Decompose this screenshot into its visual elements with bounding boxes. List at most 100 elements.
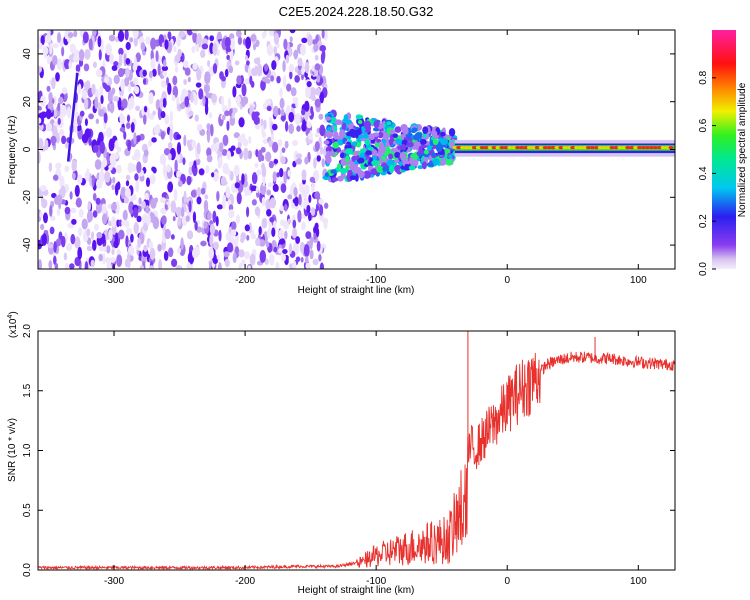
noise-cell bbox=[38, 65, 42, 73]
noise-cell bbox=[53, 95, 57, 106]
noise-cell bbox=[133, 221, 139, 235]
noise-cell bbox=[233, 132, 240, 139]
noise-cell bbox=[245, 36, 252, 50]
noise-cell bbox=[170, 234, 175, 240]
noise-cell bbox=[271, 227, 276, 238]
cluster-cell bbox=[349, 175, 357, 181]
noise-cell bbox=[319, 262, 325, 269]
noise-cell bbox=[208, 247, 214, 260]
noise-cell bbox=[81, 133, 89, 144]
noise-cell bbox=[302, 185, 309, 198]
spectrogram-y-axis-label: Frequency (Hz) bbox=[7, 116, 18, 185]
noise-cell bbox=[313, 157, 317, 169]
noise-cell bbox=[110, 202, 117, 211]
noise-cell bbox=[213, 171, 219, 182]
noise-cell bbox=[187, 76, 191, 83]
noise-cell bbox=[177, 180, 183, 188]
noise-cell bbox=[259, 249, 266, 263]
noise-cell bbox=[207, 59, 211, 68]
noise-cell bbox=[70, 207, 77, 214]
carrier-peak bbox=[613, 145, 619, 150]
noise-cell bbox=[223, 251, 230, 258]
noise-cell bbox=[88, 136, 92, 146]
noise-cell bbox=[73, 30, 78, 38]
noise-cell bbox=[133, 207, 139, 219]
streak bbox=[66, 72, 79, 162]
cluster-cell bbox=[382, 166, 387, 172]
noise-cell bbox=[52, 54, 58, 66]
noise-cell bbox=[244, 54, 248, 61]
carrier-peak bbox=[566, 145, 572, 150]
noise-cell bbox=[213, 241, 219, 251]
noise-cell bbox=[168, 247, 174, 258]
carrier-peak bbox=[660, 145, 666, 150]
carrier-peak bbox=[637, 145, 643, 150]
y-tick-label: 0.5 bbox=[22, 503, 33, 517]
noise-cell bbox=[148, 92, 154, 105]
spectrogram-plot-area bbox=[38, 30, 675, 269]
noise-cell bbox=[309, 249, 314, 260]
noise-cell bbox=[234, 60, 240, 66]
noise-cell bbox=[54, 262, 59, 269]
noise-cell bbox=[141, 200, 146, 210]
noise-cell bbox=[211, 172, 215, 178]
y-tick-label: 0 bbox=[22, 146, 33, 152]
noise-cell bbox=[84, 48, 91, 60]
noise-cell bbox=[158, 259, 162, 269]
snr-y-axis-label: SNR (10 * v/v) bbox=[7, 418, 18, 482]
x-tick-label: 100 bbox=[630, 275, 647, 286]
noise-cell bbox=[190, 189, 197, 198]
carrier-peak bbox=[495, 145, 501, 150]
noise-cell bbox=[191, 164, 196, 173]
noise-cell bbox=[226, 120, 230, 131]
noise-cell bbox=[220, 95, 225, 107]
noise-cell bbox=[191, 30, 199, 34]
noise-cell bbox=[194, 221, 198, 231]
noise-cell bbox=[98, 49, 102, 61]
noise-cell bbox=[183, 90, 189, 97]
noise-cell bbox=[254, 206, 261, 217]
carrier-peak bbox=[530, 145, 536, 150]
noise-cell bbox=[303, 244, 310, 258]
noise-cell bbox=[246, 234, 250, 241]
noise-cell bbox=[323, 219, 328, 230]
cluster-cell bbox=[334, 119, 343, 126]
cluster-cell bbox=[330, 169, 337, 174]
carrier-peak bbox=[641, 145, 647, 150]
noise-cell bbox=[41, 233, 47, 246]
carrier-peak bbox=[511, 145, 517, 150]
noise-cell bbox=[235, 30, 242, 38]
noise-cell bbox=[273, 32, 280, 45]
noise-cell bbox=[70, 233, 76, 245]
noise-cell bbox=[279, 97, 285, 109]
noise-cell bbox=[128, 83, 132, 93]
noise-cell bbox=[167, 142, 173, 149]
noise-cell bbox=[287, 194, 293, 200]
carrier-peak bbox=[471, 145, 477, 150]
noise-cell bbox=[186, 230, 194, 240]
carrier-peak bbox=[515, 145, 521, 150]
cluster-cell bbox=[417, 165, 424, 170]
noise-cell bbox=[120, 186, 127, 200]
noise-cell bbox=[173, 188, 178, 202]
noise-cell bbox=[103, 76, 110, 84]
noise-cell bbox=[107, 90, 113, 103]
noise-cell bbox=[320, 52, 325, 64]
noise-cell bbox=[152, 110, 156, 116]
noise-cell bbox=[71, 159, 77, 172]
noise-cell bbox=[92, 210, 98, 218]
noise-cell bbox=[192, 31, 198, 44]
noise-cell bbox=[55, 162, 62, 169]
noise-cell bbox=[40, 35, 45, 46]
cluster-cell bbox=[333, 131, 339, 140]
chart-title: C2E5.2024.228.18.50.G32 bbox=[279, 4, 434, 19]
noise-cell bbox=[104, 85, 111, 93]
noise-cell bbox=[108, 34, 116, 42]
x-tick-label: -300 bbox=[104, 275, 124, 286]
noise-cell bbox=[87, 200, 91, 212]
carrier-peak bbox=[534, 145, 540, 150]
noise-cell bbox=[57, 102, 61, 112]
noise-cell bbox=[118, 219, 123, 227]
noise-cell bbox=[235, 95, 241, 105]
noise-cell bbox=[224, 258, 230, 268]
